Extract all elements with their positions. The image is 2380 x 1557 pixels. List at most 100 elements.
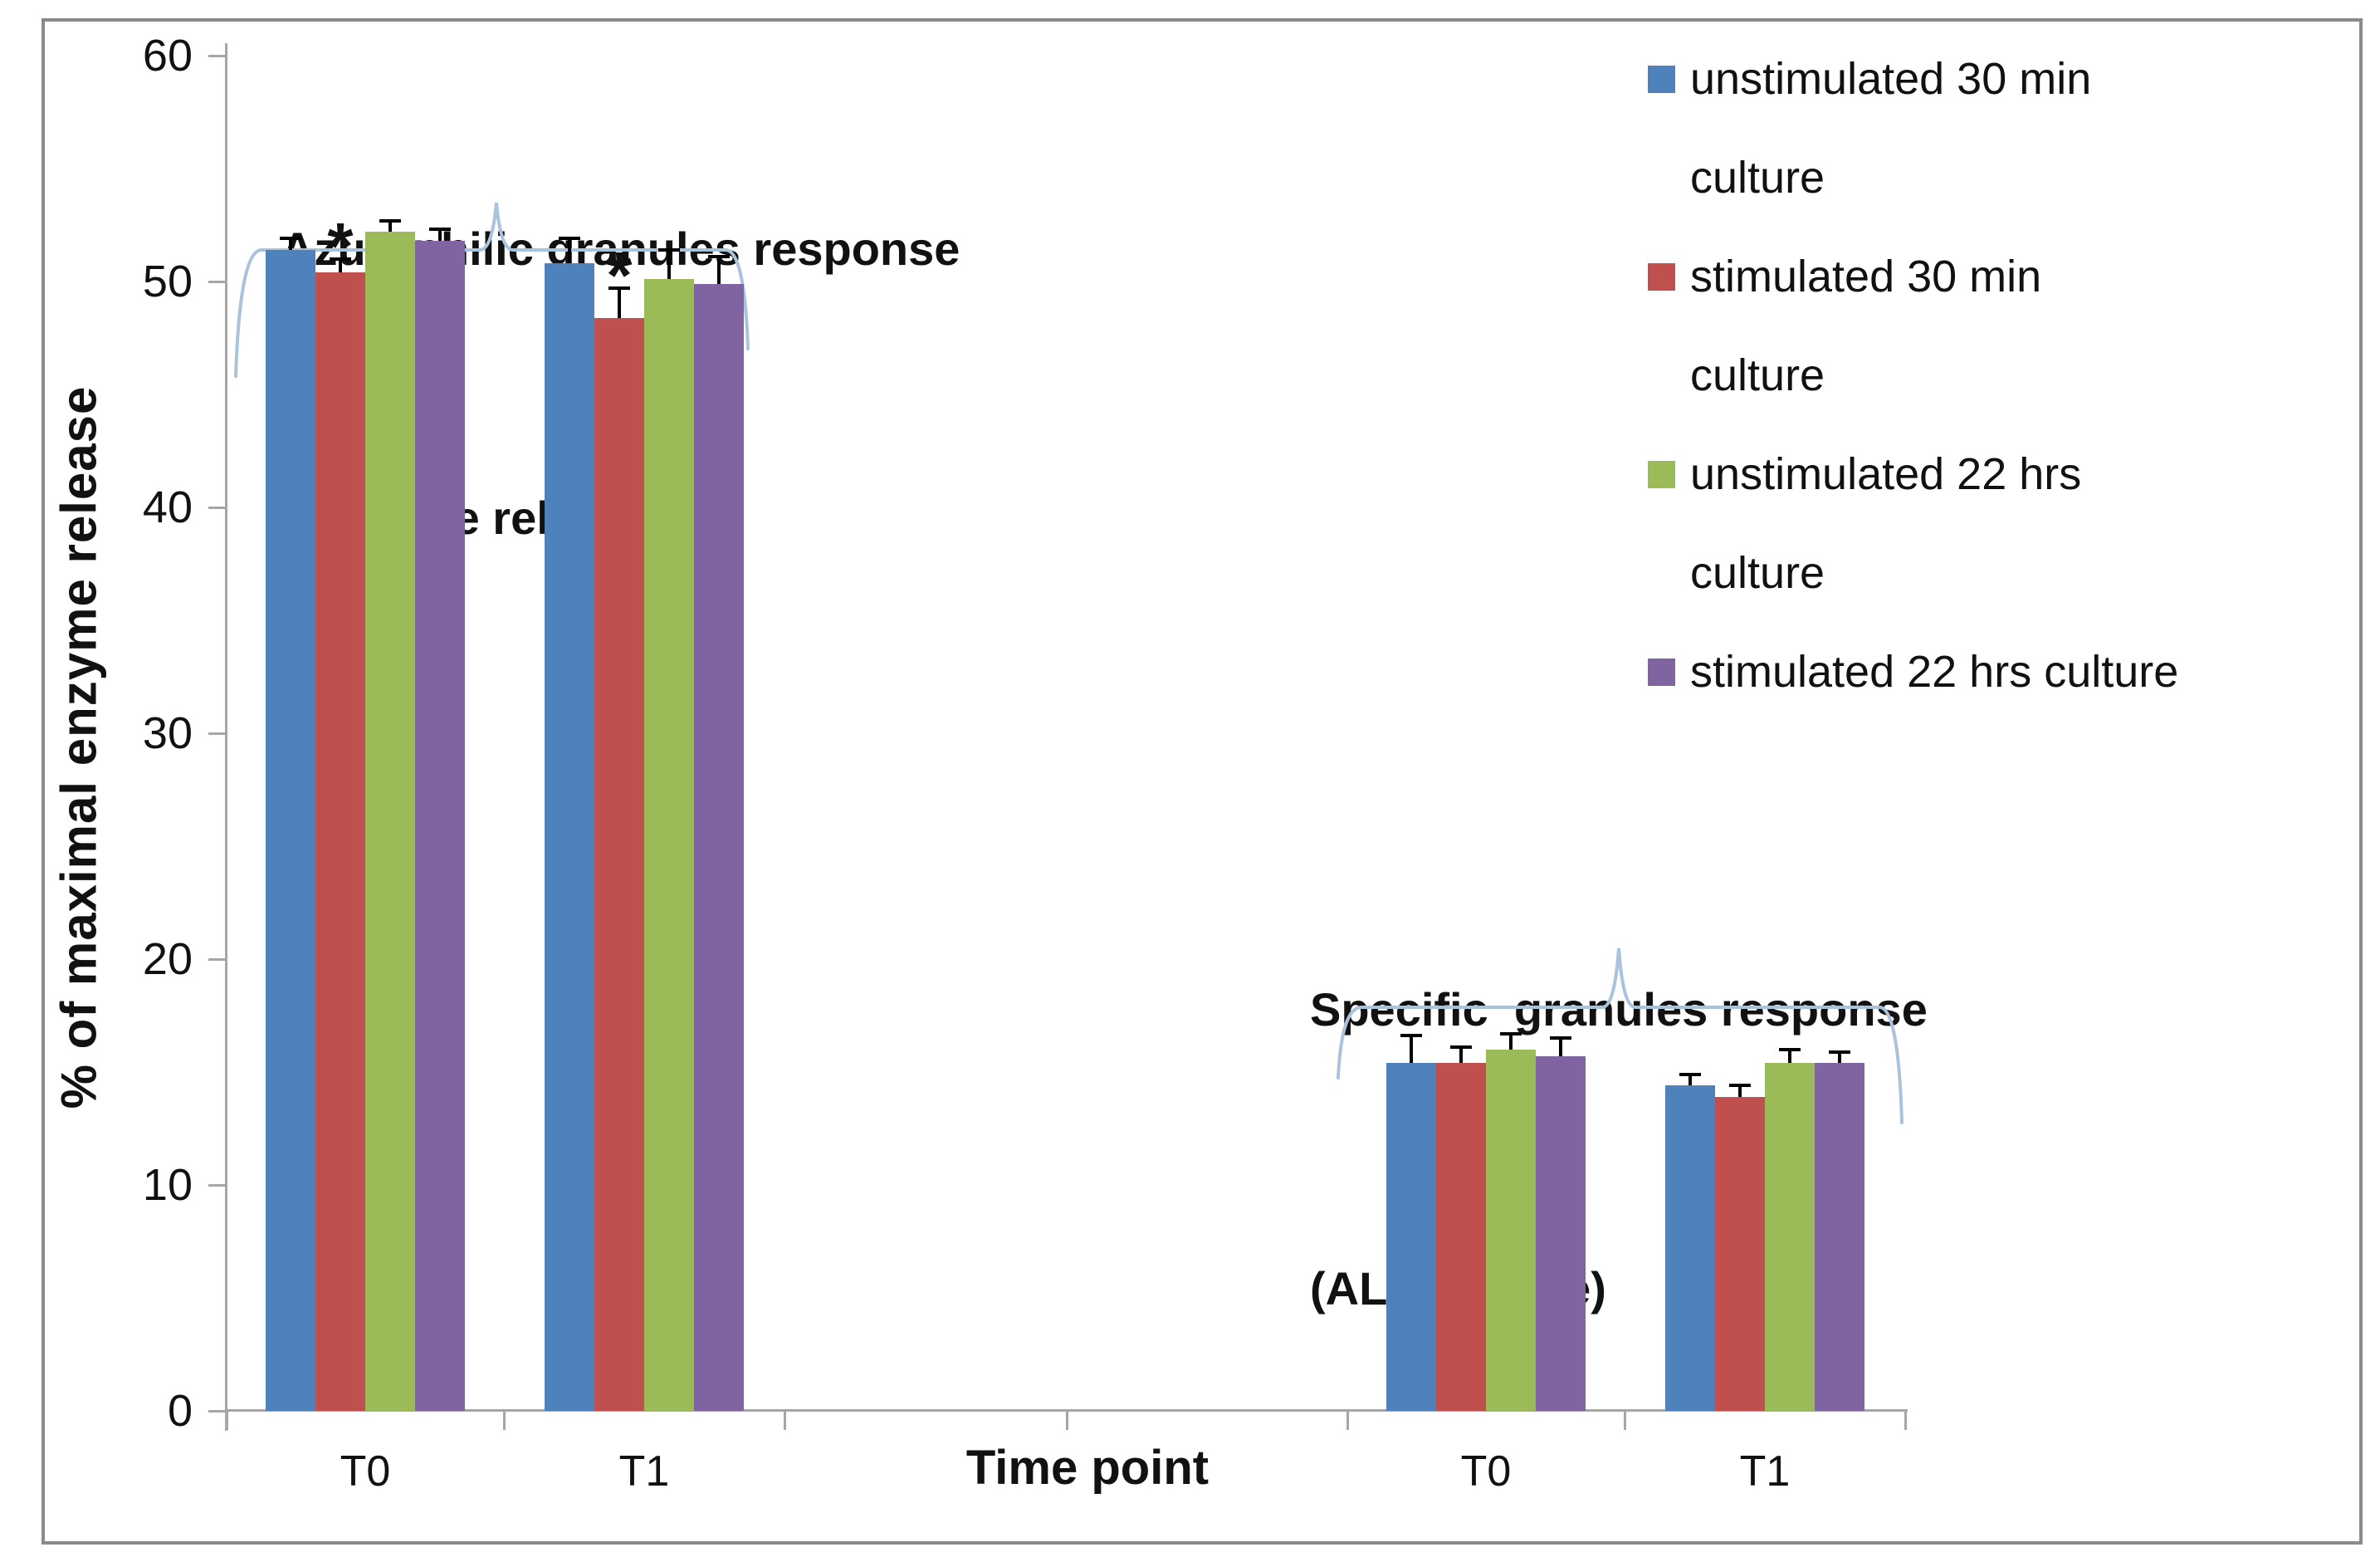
y-tick-mark [208,1184,226,1187]
error-bar-line [1788,1049,1791,1064]
error-bar-line [667,249,671,280]
x-tick-mark [1904,1412,1907,1430]
x-tick-mark [1066,1412,1068,1430]
bar-T1-s0 [1665,1085,1715,1411]
error-bar-cap [608,286,630,291]
error-bar-line [618,288,621,318]
x-category-label: T0 [1460,1447,1512,1496]
bar-T1-s2 [644,279,694,1411]
bar-T1-s1 [1715,1096,1765,1411]
bar-T1-s0 [545,263,594,1411]
error-bar-line [438,229,442,242]
bar-T0-s2 [1486,1049,1536,1411]
error-bar-cap [559,237,580,241]
y-tick-mark [208,732,226,735]
bar-T0-s3 [1536,1055,1586,1411]
y-tick-mark [208,507,226,509]
x-tick-mark [226,1412,228,1430]
bar-T1-s2 [1765,1063,1815,1411]
legend: unstimulated 30 min culture stimulated 30 … [1648,30,2370,722]
error-bar-line [717,257,721,284]
bar-T0-s0 [266,249,315,1411]
bar-T0-s1 [1436,1063,1486,1411]
y-axis-line [225,43,227,1431]
error-bar-cap [658,247,680,252]
error-bar-line [1738,1085,1742,1097]
error-bar-cap [1400,1034,1422,1038]
legend-label-line: stimulated 30 min [1690,252,2042,301]
error-bar-cap [379,218,401,223]
error-bar-line [568,238,571,264]
legend-swatch [1648,659,1675,686]
legend-label-line: culture [1690,350,1825,400]
error-bar-cap [1450,1045,1472,1050]
y-tick-label: 0 [167,1386,193,1436]
error-bar-cap [1779,1047,1801,1051]
bar-T1-s3 [694,283,744,1411]
x-tick-mark [503,1412,506,1430]
x-tick-mark [1346,1412,1349,1430]
error-bar-cap [1729,1084,1751,1088]
error-bar-cap [280,237,301,241]
legend-swatch [1648,66,1675,93]
x-axis-title: Time point [965,1441,1210,1495]
legend-label: unstimulated 22 hrs culture [1690,425,2081,623]
y-tick-label: 40 [142,482,193,532]
x-axis-line [225,1409,1908,1412]
error-bar-line [389,220,392,233]
y-tick-label: 30 [142,708,193,758]
error-bar-cap [1550,1036,1571,1040]
legend-label: stimulated 30 min culture [1690,228,2041,425]
legend-label-line: unstimulated 30 min [1690,54,2092,104]
x-tick-mark [784,1412,786,1430]
legend-item: unstimulated 30 min culture [1648,30,2370,228]
error-bar-line [1838,1051,1841,1064]
legend-label-line: culture [1690,153,1825,203]
x-tick-mark [1624,1412,1626,1430]
bar-T0-s1 [315,272,365,1411]
error-bar-line [1559,1038,1562,1056]
significance-asterisk: * [327,208,354,283]
y-tick-mark [208,281,226,283]
y-tick-label: 20 [142,934,193,984]
legend-item: unstimulated 22 hrs culture [1648,425,2370,623]
error-bar-line [1459,1047,1463,1064]
bar-T1-s1 [594,317,644,1411]
legend-swatch [1648,461,1675,488]
error-bar-cap [1500,1031,1522,1036]
legend-label-line: unstimulated 22 hrs [1690,449,2082,499]
bar-T0-s0 [1386,1063,1436,1411]
bar-T0-s2 [365,232,415,1411]
legend-label: unstimulated 30 min culture [1690,30,2091,228]
error-bar-line [1509,1033,1513,1050]
annotation-alp-line1: Specific granules response [1310,983,1928,1036]
legend-swatch [1648,263,1675,291]
legend-label-line: stimulated 22 hrs culture [1690,647,2179,697]
x-category-label: T1 [618,1447,670,1496]
legend-item: stimulated 30 min culture [1648,228,2370,425]
bar-T1-s3 [1815,1063,1864,1411]
y-tick-mark [208,55,226,57]
y-tick-label: 10 [142,1160,193,1210]
y-tick-mark [208,1410,226,1413]
error-bar-line [289,238,292,250]
legend-item: stimulated 22 hrs culture [1648,623,2370,722]
y-tick-label: 60 [142,31,193,81]
error-bar-cap [1829,1050,1850,1054]
x-category-label: T1 [1739,1447,1791,1496]
bar-T0-s3 [415,241,465,1411]
x-category-label: T0 [340,1447,391,1496]
error-bar-cap [708,255,730,259]
legend-label: stimulated 22 hrs culture [1690,623,2178,722]
y-tick-mark [208,958,226,961]
significance-asterisk: * [606,238,633,313]
error-bar-cap [1679,1072,1701,1076]
figure-border [42,18,2363,1545]
error-bar-cap [429,228,451,232]
error-bar-line [339,258,342,273]
legend-label-line: culture [1690,548,1825,598]
y-tick-label: 50 [142,257,193,306]
error-bar-line [1688,1074,1692,1086]
error-bar-cap [330,257,351,261]
